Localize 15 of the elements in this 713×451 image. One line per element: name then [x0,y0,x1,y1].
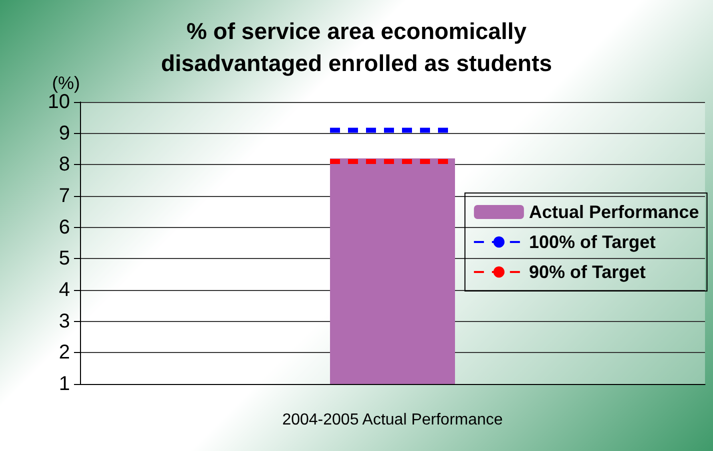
x-tick-label: 2004-2005 Actual Performance [282,412,503,428]
y-axis-title: (%) [52,73,80,94]
legend-label: Actual Performance [528,202,700,222]
chart-title: % of service area economically disadvantaged enrolled as students [160,18,552,76]
y-tick-label: 7 [58,185,70,207]
legend-label: 100% of Target [528,232,656,252]
y-tick-label: 4 [58,279,70,301]
legend-label: 90% of Target [528,262,646,282]
y-tick-label: 5 [58,248,70,270]
y-tick-label: 1 [58,373,70,395]
y-tick-label: 8 [58,154,70,176]
y-tick-label: 2 [58,342,70,364]
y-tick-label: 9 [58,122,70,144]
y-tick-label: 6 [58,216,70,238]
y-tick-label: 3 [58,310,70,332]
